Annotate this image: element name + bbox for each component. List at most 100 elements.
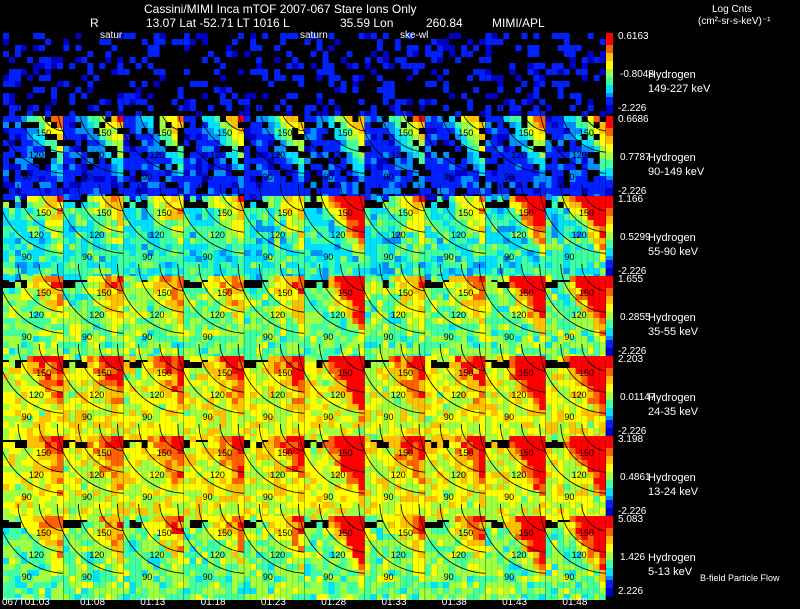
heatmap-cell — [388, 140, 395, 146]
heatmap-cell — [521, 202, 528, 208]
heatmap-cell — [274, 262, 281, 268]
heatmap-cell — [406, 294, 413, 300]
heatmap-cell — [388, 63, 395, 69]
heatmap-cell — [274, 134, 281, 140]
heatmap-cell — [533, 214, 540, 220]
heatmap-cell — [479, 164, 486, 170]
heatmap-cell — [491, 324, 498, 330]
heatmap-cell — [581, 214, 588, 220]
heatmap-panel — [244, 33, 305, 117]
heatmap-cell — [69, 238, 76, 244]
heatmap-cell — [418, 134, 425, 140]
heatmap-cell — [69, 146, 76, 152]
contour-label: 90 — [323, 332, 333, 342]
heatmap-cell — [485, 354, 492, 360]
heatmap-cell — [57, 356, 63, 362]
heatmap-cell — [39, 250, 45, 256]
heatmap-cell — [105, 262, 112, 268]
heatmap-cell — [141, 220, 148, 226]
heatmap-cell — [81, 202, 88, 208]
heatmap-cell — [376, 336, 383, 342]
heatmap-cell — [3, 33, 9, 39]
heatmap-cell — [563, 274, 570, 280]
heatmap-cell — [99, 214, 106, 220]
heatmap-cell — [201, 140, 208, 146]
heatmap-cell — [521, 152, 528, 158]
heatmap-cell — [87, 176, 94, 182]
heatmap-cell — [141, 348, 148, 354]
heatmap-cell — [135, 336, 142, 342]
heatmap-cell — [527, 93, 534, 99]
heatmap-cell — [286, 208, 293, 214]
heatmap-cell — [21, 256, 27, 262]
heatmap-cell — [497, 196, 504, 202]
heatmap-cell — [195, 244, 202, 250]
heatmap-cell — [503, 146, 510, 152]
heatmap-cell — [274, 45, 281, 51]
heatmap-cell — [412, 51, 419, 57]
heatmap-cell — [250, 188, 257, 194]
heatmap-cell — [328, 238, 335, 244]
heatmap-cell — [569, 348, 576, 354]
heatmap-cell — [286, 324, 293, 330]
heatmap-cell — [201, 134, 208, 140]
heatmap-cell — [316, 274, 323, 280]
contour-line — [237, 183, 308, 254]
heatmap-cell — [147, 330, 154, 336]
heatmap-cell — [455, 288, 462, 294]
heatmap-cell — [569, 45, 576, 51]
heatmap-cell — [244, 300, 251, 306]
heatmap-cell — [33, 392, 39, 398]
heatmap-cell — [382, 268, 389, 274]
heatmap-cell — [177, 294, 184, 300]
heatmap-cell — [364, 214, 371, 220]
heatmap-cell — [111, 214, 118, 220]
heatmap-cell — [467, 105, 474, 111]
heatmap-cell — [15, 368, 21, 374]
heatmap-cell — [15, 220, 21, 226]
heatmap-cell — [461, 202, 468, 208]
heatmap-cell — [81, 188, 88, 194]
heatmap-cell — [304, 238, 311, 244]
contour-label: 120 — [150, 310, 165, 320]
heatmap-cell — [443, 232, 450, 238]
heatmap-cell — [443, 122, 450, 128]
heatmap-cell — [515, 75, 522, 81]
heatmap-cell — [159, 146, 166, 152]
heatmap-cell — [310, 140, 317, 146]
heatmap-cell — [539, 288, 546, 294]
heatmap-cell — [105, 256, 112, 262]
heatmap-cell — [431, 312, 438, 318]
heatmap-cell — [27, 238, 33, 244]
heatmap-cell — [437, 276, 444, 282]
heatmap-cell — [340, 226, 347, 232]
heatmap-cell — [45, 276, 51, 282]
heatmap-cell — [340, 312, 347, 318]
heatmap-cell — [231, 140, 238, 146]
heatmap-cell — [425, 81, 432, 87]
heatmap-cell — [105, 202, 112, 208]
heatmap-cell — [400, 238, 407, 244]
heatmap-cell — [551, 69, 558, 75]
heatmap-cell — [268, 188, 275, 194]
heatmap-cell — [27, 232, 33, 238]
heatmap-cell — [443, 262, 450, 268]
colorbar-segment — [606, 288, 613, 293]
colorbar-segment — [606, 73, 613, 78]
heatmap-cell — [27, 75, 33, 81]
heatmap-cell — [286, 116, 293, 122]
heatmap-cell — [473, 176, 480, 182]
heatmap-cell — [262, 69, 269, 75]
heatmap-cell — [111, 182, 118, 188]
heatmap-cell — [491, 220, 498, 226]
heatmap-cell — [388, 324, 395, 330]
heatmap-cell — [437, 306, 444, 312]
heatmap-cell — [515, 348, 522, 354]
heatmap-cell — [533, 250, 540, 256]
heatmap-cell — [394, 214, 401, 220]
heatmap-cell — [135, 318, 142, 324]
heatmap-cell — [195, 111, 202, 117]
heatmap-cell — [27, 386, 33, 392]
heatmap-cell — [177, 152, 184, 158]
heatmap-cell — [213, 336, 220, 342]
